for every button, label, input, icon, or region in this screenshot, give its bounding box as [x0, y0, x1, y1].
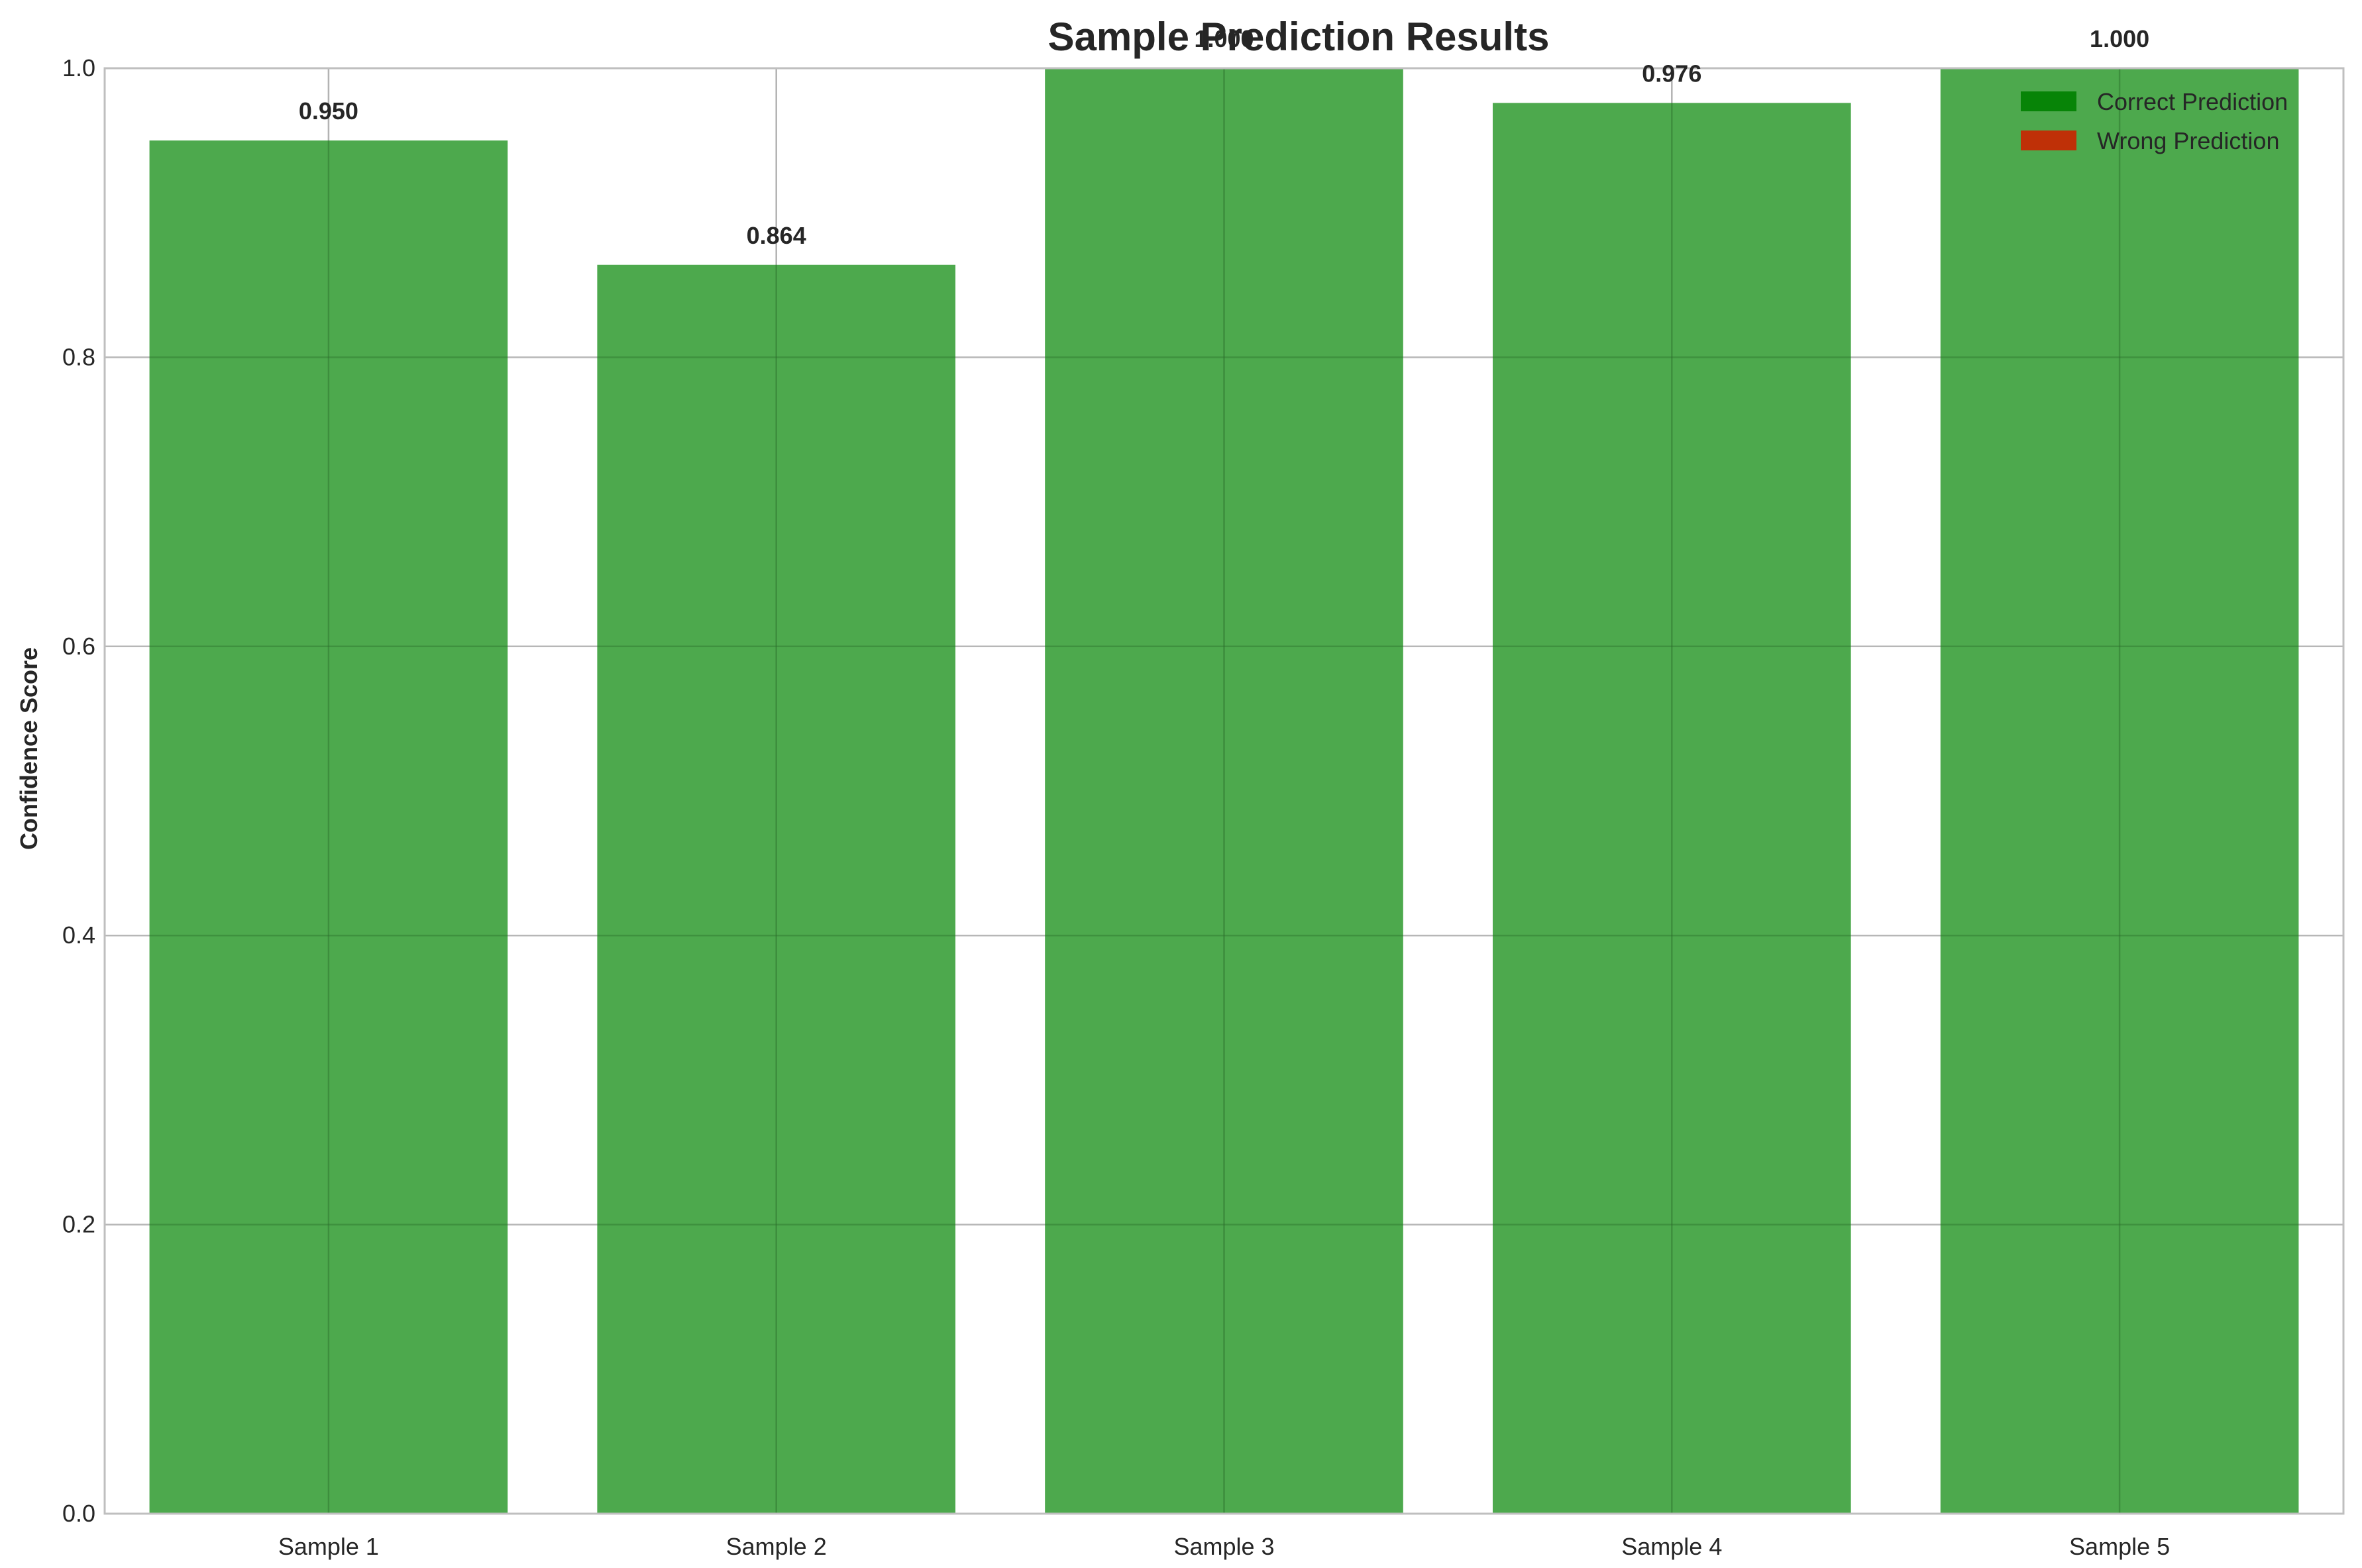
legend: Correct Prediction Wrong Prediction: [2021, 88, 2288, 154]
y-tick-label: 0.4: [62, 921, 95, 949]
x-axis-ticks: Sample 1 Sample 2 Sample 3 Sample 4 Sample 5: [278, 1533, 2170, 1560]
bar: [597, 264, 956, 1514]
legend-label: Wrong Prediction: [2097, 127, 2279, 154]
data-labels: 0.950 0.864 1.000 0.976 1.000: [299, 25, 2149, 249]
x-tick-label: Sample 5: [2069, 1533, 2170, 1560]
legend-label: Correct Prediction: [2097, 88, 2288, 115]
bar: [149, 140, 508, 1514]
chart-title: Sample Prediction Results: [1048, 15, 1550, 59]
y-tick-label: 0.8: [62, 343, 95, 370]
plot-frame: [103, 67, 2345, 1515]
y-tick-label: 0.0: [62, 1500, 95, 1527]
y-axis-label: Confidence Score: [15, 647, 42, 850]
y-tick-label: 0.6: [62, 633, 95, 660]
y-axis-ticks: 0.0 0.2 0.4 0.6 0.8 1.0: [62, 54, 95, 1527]
data-label: 0.864: [747, 222, 806, 249]
x-tick-label: Sample 4: [1621, 1533, 1722, 1560]
x-tick-label: Sample 2: [726, 1533, 827, 1560]
data-label: 0.950: [299, 97, 358, 125]
bars: [105, 67, 2343, 1515]
bar: [1940, 68, 2299, 1514]
y-tick-label: 1.0: [62, 54, 95, 81]
data-label: 1.000: [1194, 25, 1254, 52]
x-tick-label: Sample 1: [278, 1533, 379, 1560]
data-label: 1.000: [2090, 25, 2149, 52]
legend-swatch: [2021, 131, 2076, 150]
bar: [1492, 103, 1851, 1514]
bar: [1045, 68, 1403, 1514]
legend-swatch: [2021, 91, 2076, 111]
x-tick-label: Sample 3: [1173, 1533, 1274, 1560]
y-tick-label: 0.2: [62, 1211, 95, 1238]
data-label: 0.976: [1642, 60, 1701, 87]
